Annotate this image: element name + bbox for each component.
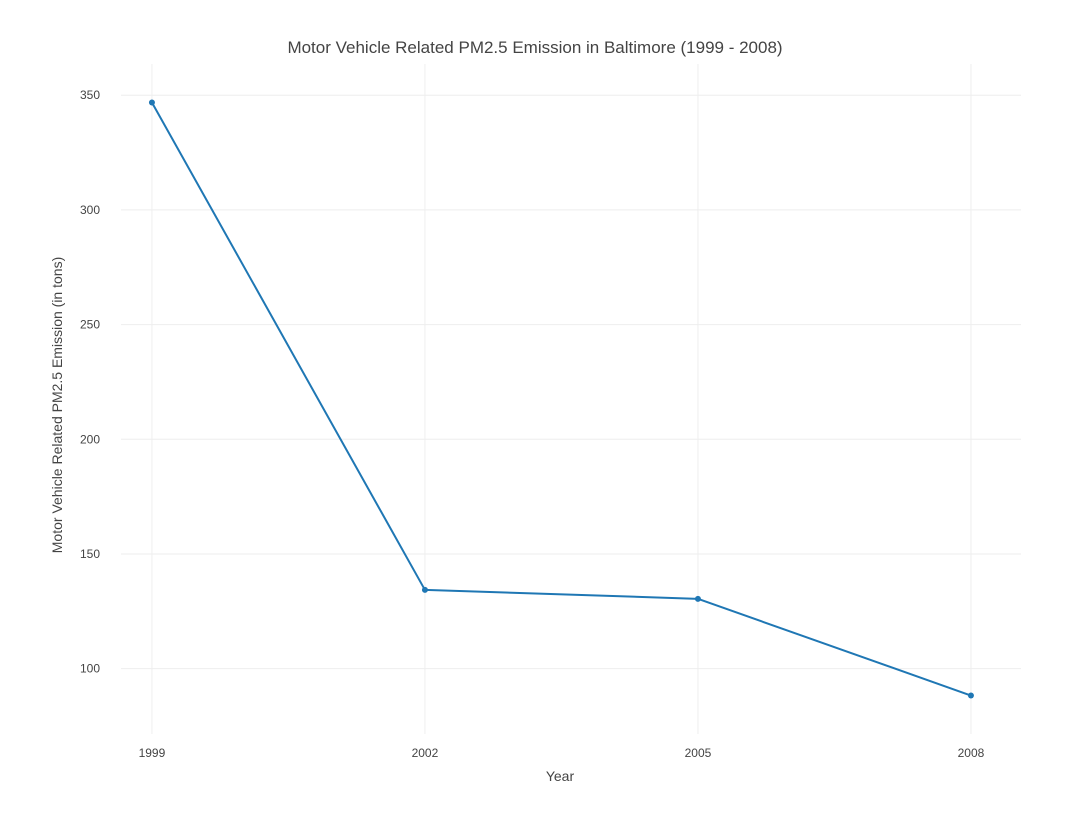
- series-line: [151, 102, 972, 697]
- x-tick-label: 2008: [958, 746, 985, 760]
- data-point[interactable]: [694, 595, 701, 602]
- y-tick-label: 150: [80, 547, 100, 561]
- series-layer: [148, 99, 974, 699]
- y-tick-label: 250: [80, 318, 100, 332]
- y-axis-label: Motor Vehicle Related PM2.5 Emission (in…: [49, 257, 65, 553]
- y-tick-label: 350: [80, 88, 100, 102]
- chart-title: Motor Vehicle Related PM2.5 Emission in …: [287, 38, 782, 57]
- data-point[interactable]: [421, 586, 428, 593]
- x-axis-label: Year: [546, 768, 575, 784]
- y-tick-label: 300: [80, 203, 100, 217]
- x-tick-label: 2005: [685, 746, 712, 760]
- gridlines: [121, 64, 1021, 734]
- x-axis-ticks: 1999 2002 2005 2008: [139, 746, 985, 760]
- data-point[interactable]: [967, 692, 974, 699]
- y-tick-label: 100: [80, 662, 100, 676]
- y-axis-ticks: 100 150 200 250 300 350: [80, 88, 100, 675]
- x-tick-label: 1999: [139, 746, 166, 760]
- data-point[interactable]: [148, 99, 155, 106]
- x-tick-label: 2002: [412, 746, 439, 760]
- y-tick-label: 200: [80, 432, 100, 446]
